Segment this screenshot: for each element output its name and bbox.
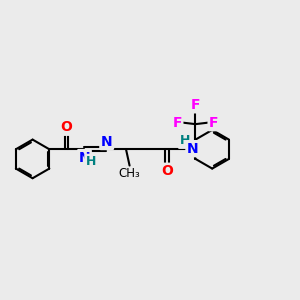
Text: F: F (209, 116, 219, 130)
Text: F: F (172, 116, 182, 130)
Text: H: H (86, 155, 96, 168)
Text: H: H (179, 134, 190, 147)
Text: N: N (187, 142, 199, 156)
Text: O: O (61, 120, 73, 134)
Text: N: N (79, 151, 90, 165)
Text: F: F (191, 98, 200, 112)
Text: O: O (161, 164, 173, 178)
Text: CH₃: CH₃ (119, 167, 140, 180)
Text: N: N (101, 134, 112, 148)
